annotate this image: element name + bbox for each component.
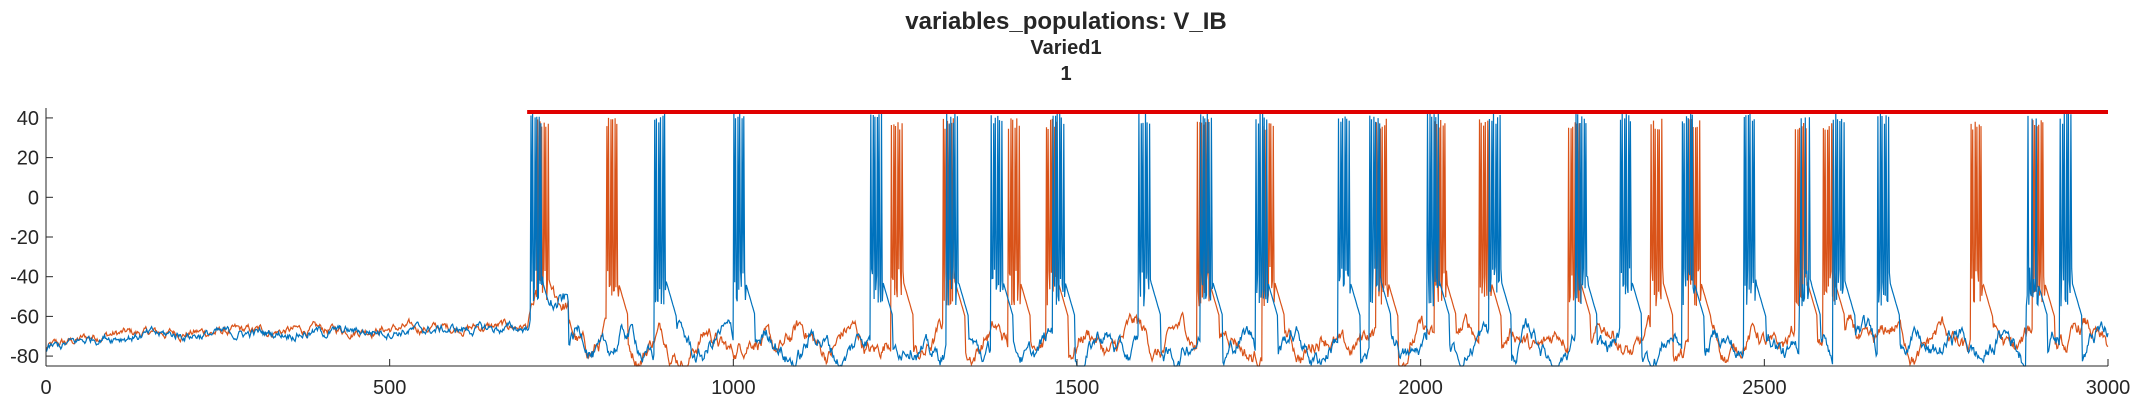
x-tick-label: 2000 [1398,377,1443,399]
y-tick-label: -40 [10,267,39,289]
x-tick-label: 1000 [711,377,756,399]
x-tick-label: 500 [373,377,406,399]
y-tick-label: -60 [10,306,39,328]
axes: 0 500 1000 1500 2000 2500 3000 -80 -60 -40 -20 0 20… [10,108,2130,399]
series-layer [45,111,2109,367]
y-tick-label: -80 [10,346,39,368]
y-tick-label: 40 [17,108,39,130]
x-tick-label: 1500 [1055,377,1100,399]
x-tick-label: 2500 [1742,377,1787,399]
chart-subtitle-2: 1 [1060,63,1071,85]
series-2-line [45,117,2109,367]
y-tick-label: 20 [17,148,39,170]
chart-subtitle: Varied1 [1030,37,1101,59]
y-tick-label: 0 [28,187,39,209]
chart-title: variables_populations: V_IB [905,8,1226,35]
x-tick-label: 3000 [2086,377,2131,399]
y-ticks: -80 -60 -40 -20 0 20 40 [10,108,53,368]
y-tick-label: -20 [10,227,39,249]
plot-area [45,109,2109,367]
x-ticks: 0 500 1000 1500 2000 2500 3000 [40,359,2130,399]
x-tick-label: 0 [40,377,51,399]
